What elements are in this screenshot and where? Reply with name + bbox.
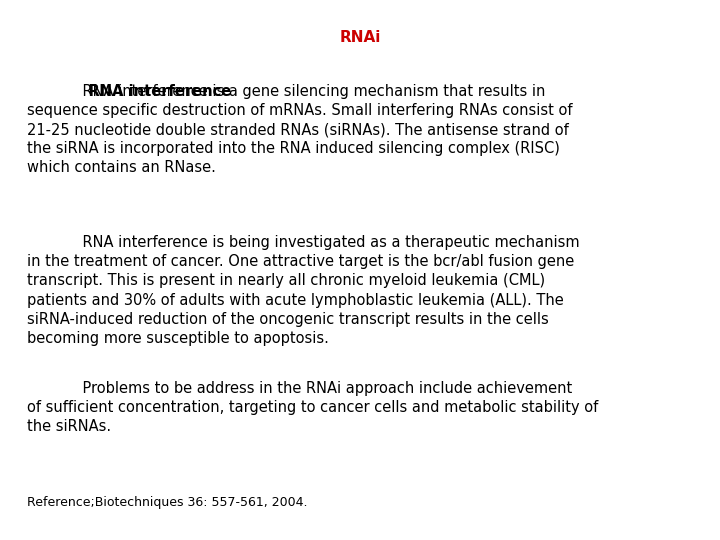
Text: Reference;Biotechniques 36: 557-561, 2004.: Reference;Biotechniques 36: 557-561, 200… (27, 496, 308, 509)
Text: RNA interference is being investigated as a therapeutic mechanism
in the treatme: RNA interference is being investigated a… (27, 235, 580, 346)
Text: RNAi: RNAi (339, 30, 381, 45)
Text: Problems to be address in the RNAi approach include achievement
of sufficient co: Problems to be address in the RNAi appro… (27, 381, 598, 434)
Text: RNA interference: RNA interference (27, 84, 232, 99)
Text: RNA interference is a gene silencing mechanism that results in
sequence specific: RNA interference is a gene silencing mec… (27, 84, 573, 176)
